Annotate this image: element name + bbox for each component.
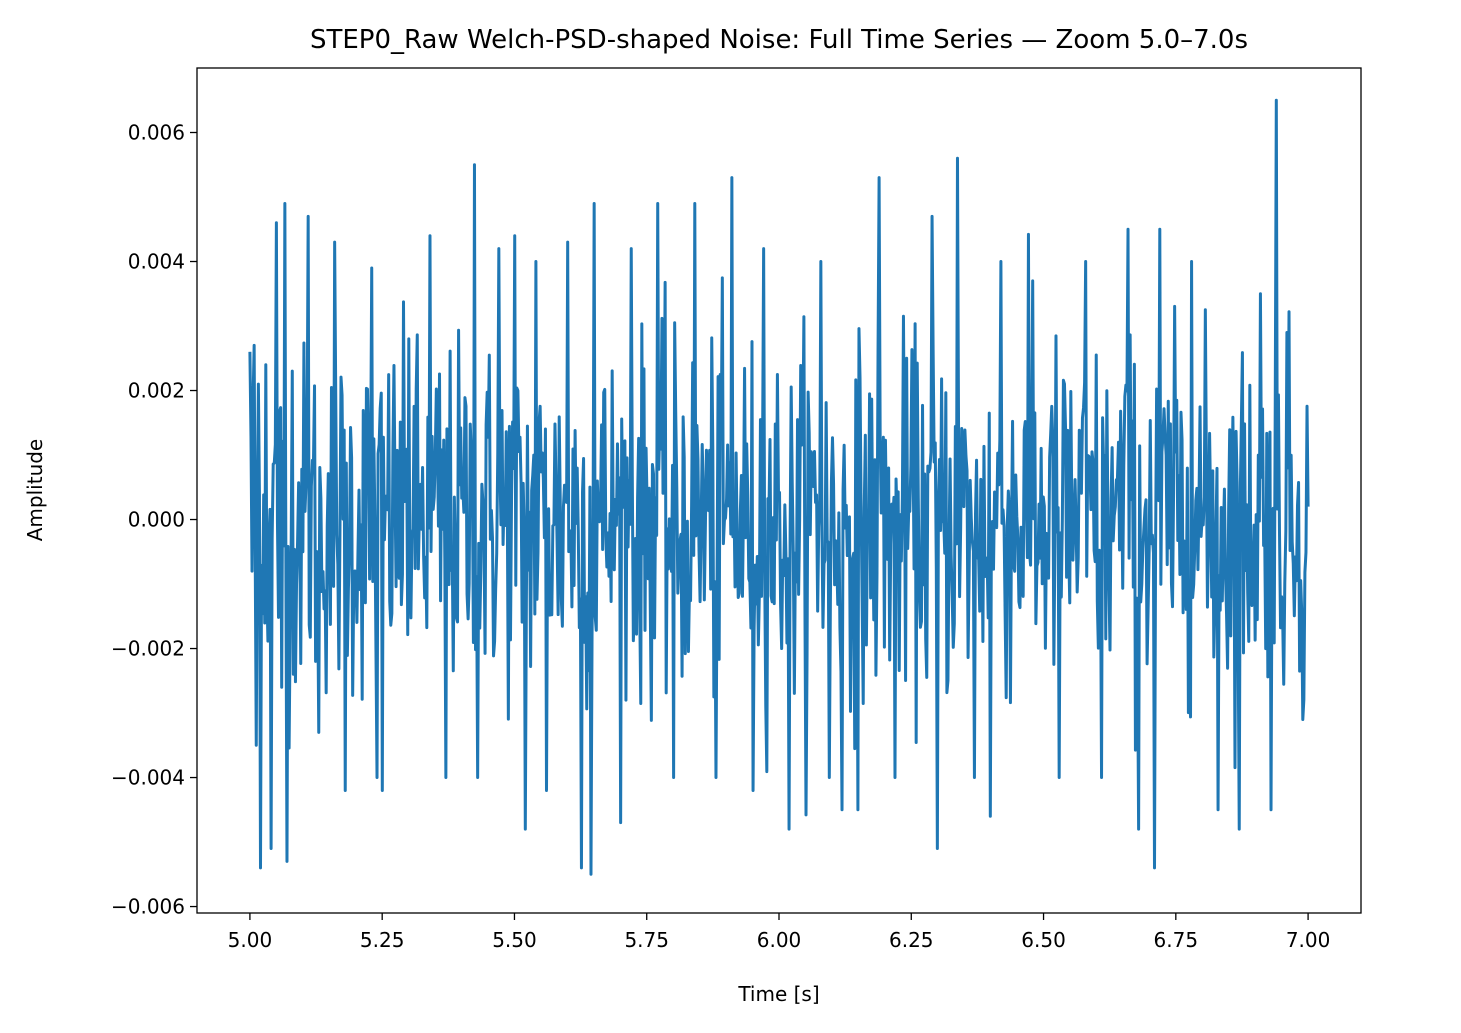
x-tick-label: 7.00 [1286,928,1331,952]
x-tick-label: 5.75 [624,928,669,952]
x-tick-label: 6.00 [757,928,802,952]
y-axis-label: Amplitude [23,439,47,542]
x-tick-label: 5.50 [492,928,537,952]
chart-title: STEP0_Raw Welch-PSD-shaped Noise: Full T… [310,25,1248,55]
x-tick-label: 6.50 [1021,928,1066,952]
y-tick-label: 0.006 [128,121,185,145]
x-tick-label: 6.25 [889,928,934,952]
y-tick-label: −0.006 [111,895,185,919]
y-axis: −0.006 −0.004 −0.002 0.000 0.002 0.004 0.006 [111,121,197,919]
x-tick-label: 5.00 [228,928,273,952]
y-tick-label: −0.004 [111,766,185,790]
y-tick-label: −0.002 [111,637,185,661]
x-tick-label: 5.25 [360,928,405,952]
y-tick-label: 0.000 [128,508,185,532]
y-tick-label: 0.002 [128,379,185,403]
x-tick-label: 6.75 [1154,928,1199,952]
x-axis: 5.00 5.25 5.50 5.75 6.00 6.25 6.50 6.75 7.00 [228,913,1331,952]
y-tick-label: 0.004 [128,250,185,274]
series-line [248,98,1310,876]
x-axis-label: Time [s] [737,982,819,1006]
